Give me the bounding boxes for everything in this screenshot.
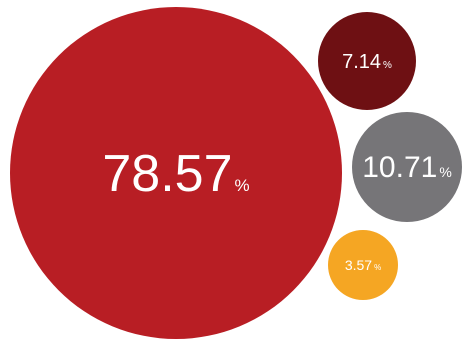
bubble-circle <box>10 7 342 339</box>
bubble-7-14: 7.14% <box>318 12 416 110</box>
bubble-circle <box>328 230 398 300</box>
bubble-label: 7.14% <box>342 51 392 73</box>
bubble-label: 78.57% <box>102 145 249 203</box>
bubble-value: 78.57 <box>102 145 232 203</box>
bubble-label: 3.57% <box>345 257 381 273</box>
bubble-unit: % <box>374 263 381 272</box>
bubble-value: 3.57 <box>345 257 372 273</box>
bubble-10-71: 10.71% <box>352 112 462 222</box>
bubble-unit: % <box>383 60 392 71</box>
bubble-78-57: 78.57% <box>10 7 342 339</box>
bubble-unit: % <box>439 164 451 180</box>
bubble-value: 10.71 <box>362 151 437 184</box>
bubble-3-57: 3.57% <box>328 230 398 300</box>
bubbles-layer: 78.57 %7.14 %10.71 %3.57% <box>10 7 462 339</box>
bubble-circle <box>352 112 462 222</box>
bubble-circle <box>318 12 416 110</box>
bubble-unit: % <box>235 176 250 195</box>
bubble-label: 10.71% <box>362 151 452 184</box>
bubble-value: 7.14 <box>342 51 381 73</box>
